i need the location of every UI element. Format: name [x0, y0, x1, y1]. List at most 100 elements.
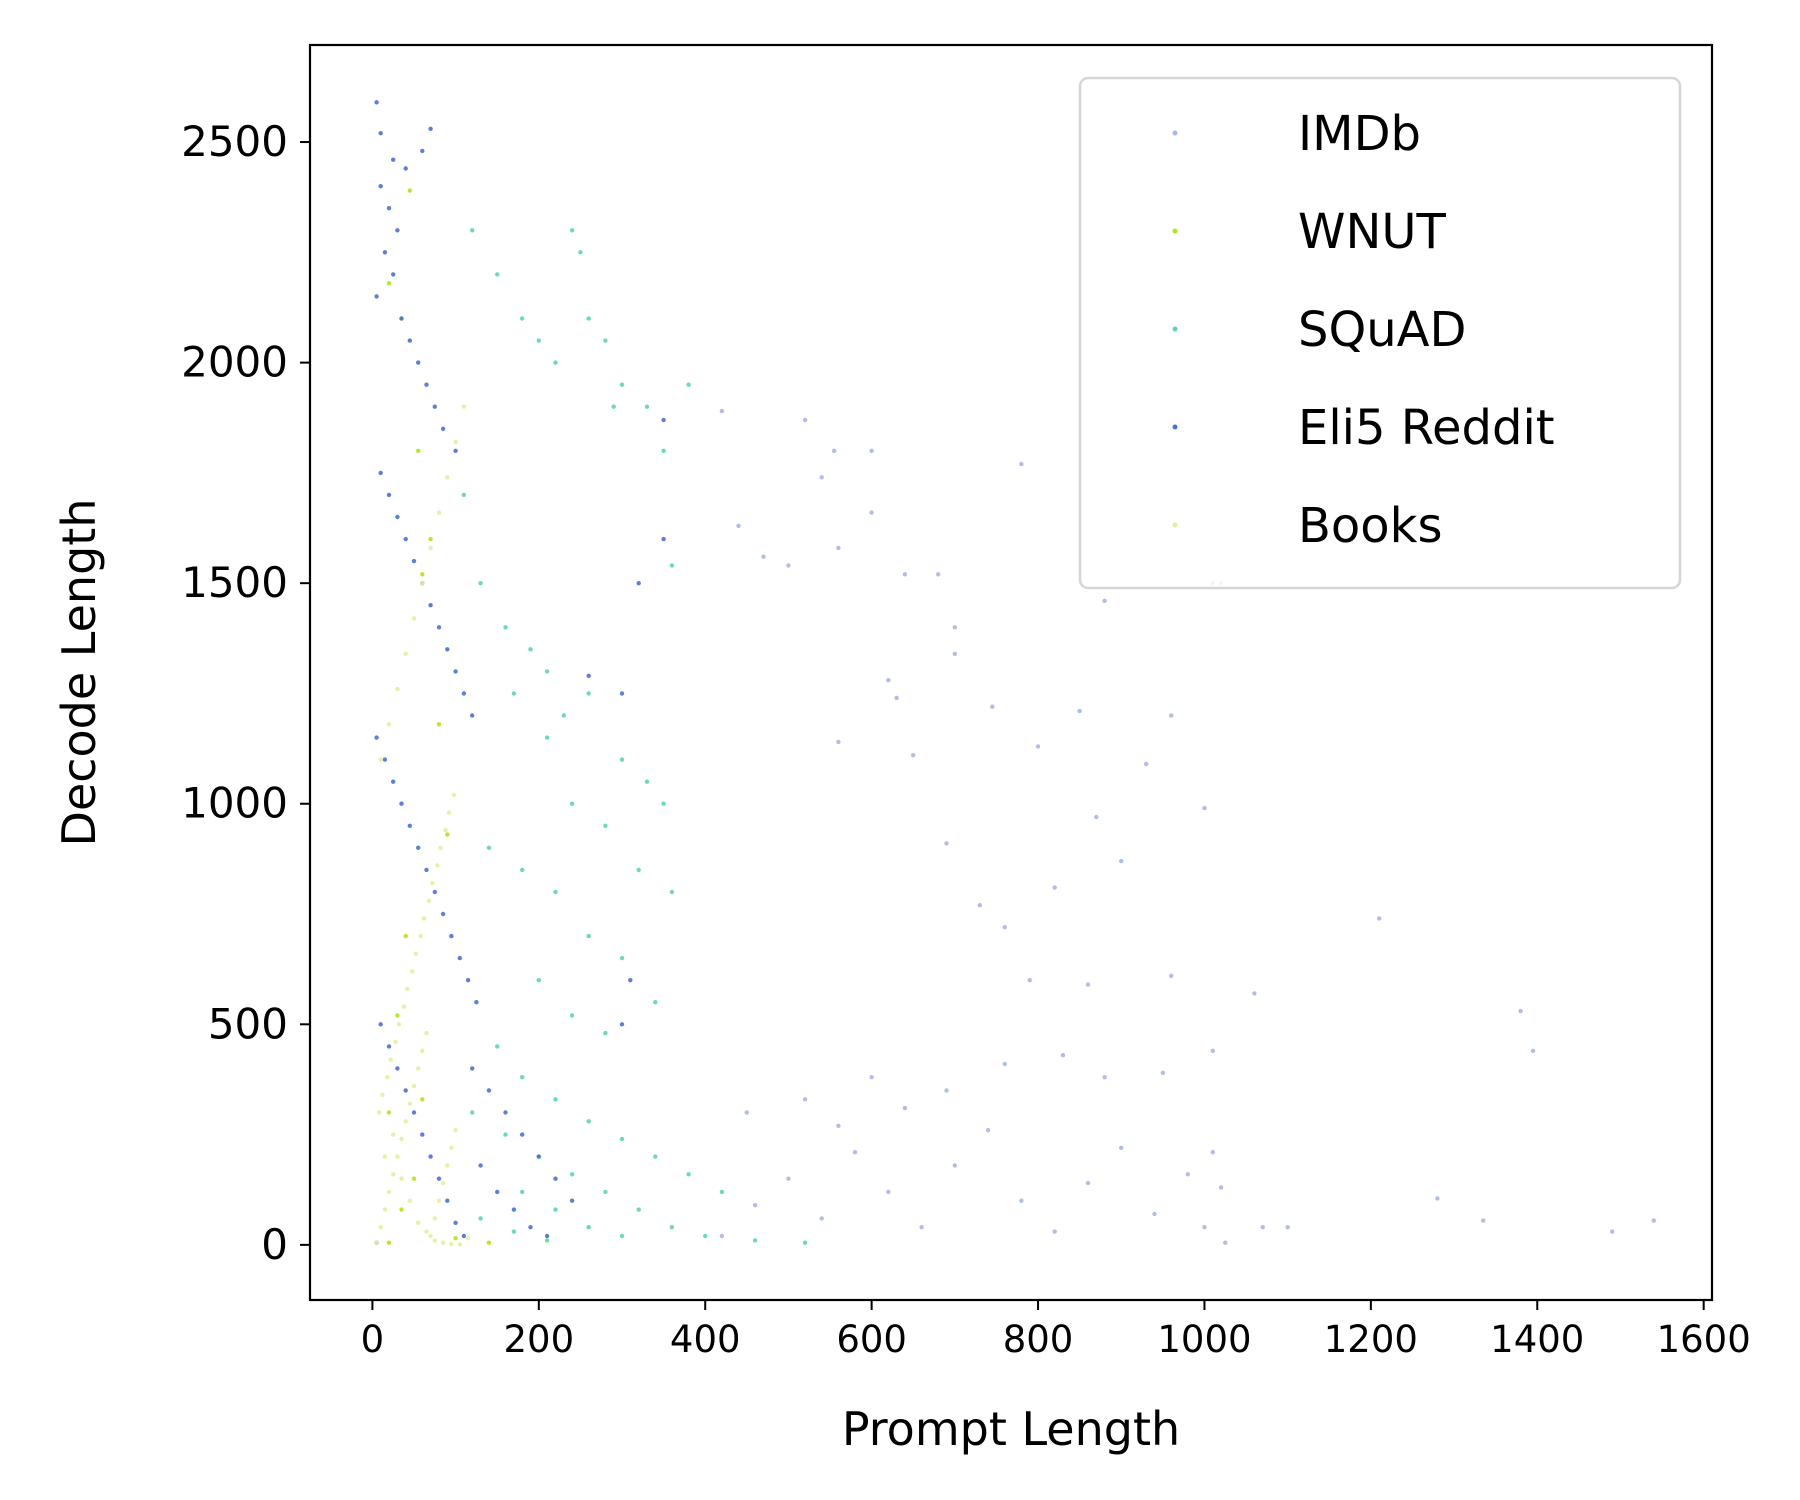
data-point	[1260, 1225, 1265, 1230]
data-point	[378, 131, 383, 136]
data-point	[403, 536, 408, 542]
data-point	[636, 1207, 641, 1212]
data-point	[420, 1132, 425, 1137]
data-point	[528, 647, 533, 652]
data-point	[432, 1216, 437, 1221]
data-point	[453, 448, 458, 453]
data-point	[553, 1207, 558, 1212]
data-point	[395, 1066, 400, 1071]
data-point	[553, 1097, 558, 1102]
y-axis-ticks: 0 500 1000 1500 2000 2500	[181, 117, 310, 1269]
data-point	[461, 404, 467, 409]
data-point	[894, 695, 899, 701]
data-point	[391, 272, 396, 277]
data-point	[852, 1150, 858, 1155]
data-point	[511, 691, 517, 696]
data-point	[619, 382, 625, 387]
data-point	[465, 978, 471, 983]
data-point	[1185, 1172, 1191, 1177]
data-point	[413, 951, 418, 956]
data-point	[661, 448, 666, 453]
data-point	[1518, 1008, 1523, 1014]
data-point	[411, 1176, 417, 1181]
data-point	[411, 1083, 417, 1089]
data-point	[440, 1240, 446, 1245]
data-point	[385, 1075, 390, 1080]
data-point	[869, 1075, 874, 1080]
data-point	[752, 1203, 758, 1208]
data-point	[453, 1220, 458, 1226]
data-point	[440, 911, 446, 917]
data-point	[686, 1172, 691, 1177]
data-point	[1610, 1229, 1615, 1234]
data-point	[669, 1225, 675, 1230]
data-point	[553, 360, 558, 365]
data-point	[407, 1101, 412, 1106]
data-point	[520, 316, 525, 321]
data-point	[386, 1189, 392, 1195]
data-point	[1060, 1053, 1066, 1058]
data-point	[411, 616, 417, 621]
data-point	[1002, 1061, 1007, 1067]
data-point	[802, 417, 808, 423]
y-tick-label: 2500	[181, 117, 288, 166]
data-point	[511, 1229, 517, 1234]
legend-label: SQuAD	[1298, 302, 1466, 358]
data-point	[445, 647, 450, 652]
data-point	[802, 1097, 808, 1102]
data-point	[391, 779, 396, 784]
data-point	[391, 1172, 396, 1177]
data-point	[869, 510, 874, 515]
data-point	[586, 691, 591, 696]
data-point	[586, 1225, 591, 1230]
data-point	[511, 1207, 517, 1212]
data-point	[428, 1233, 433, 1239]
data-point	[457, 955, 462, 961]
data-point	[1210, 1048, 1216, 1054]
data-point	[403, 1088, 408, 1093]
x-tick-label: 200	[504, 1318, 575, 1361]
data-point	[603, 1189, 608, 1195]
data-point	[495, 1189, 500, 1195]
data-point	[1119, 858, 1124, 864]
data-point	[1377, 916, 1382, 921]
data-point	[438, 845, 443, 850]
data-point	[1481, 1218, 1486, 1223]
x-tick-label: 1400	[1490, 1318, 1584, 1361]
data-point	[1152, 1211, 1157, 1217]
plot-frame	[308, 43, 1714, 1302]
data-point	[586, 316, 591, 321]
data-point	[619, 955, 625, 961]
x-tick-label: 800	[1003, 1318, 1074, 1361]
data-point	[503, 625, 508, 630]
data-point	[1144, 761, 1149, 767]
data-point	[528, 1225, 533, 1230]
data-point	[1119, 1145, 1124, 1151]
data-point	[478, 581, 483, 586]
data-point	[478, 1163, 483, 1168]
data-point	[636, 867, 641, 873]
data-point	[944, 1088, 949, 1093]
x-axis-ticks: 0 200 400 600 800 1000 1200 1400 1600	[361, 1300, 1751, 1361]
data-point	[445, 832, 450, 837]
data-point	[416, 360, 421, 365]
legend: IMDb WNUT SQuAD Eli5 Reddit Books	[1078, 76, 1682, 590]
data-point	[1285, 1225, 1290, 1230]
data-point	[435, 863, 440, 868]
data-point	[386, 1044, 392, 1049]
data-point	[461, 691, 467, 696]
data-point	[836, 1123, 841, 1129]
data-point	[395, 686, 400, 692]
data-point	[1052, 885, 1057, 890]
y-tick-label: 2000	[181, 338, 288, 387]
x-tick-label: 1600	[1657, 1318, 1751, 1361]
data-point	[378, 184, 383, 189]
data-point	[411, 558, 417, 564]
data-point	[495, 272, 500, 277]
data-point	[432, 1238, 437, 1243]
data-point	[424, 867, 429, 873]
data-point	[786, 563, 791, 568]
data-point	[428, 545, 433, 551]
data-point	[1530, 1048, 1536, 1054]
data-point	[561, 713, 566, 718]
